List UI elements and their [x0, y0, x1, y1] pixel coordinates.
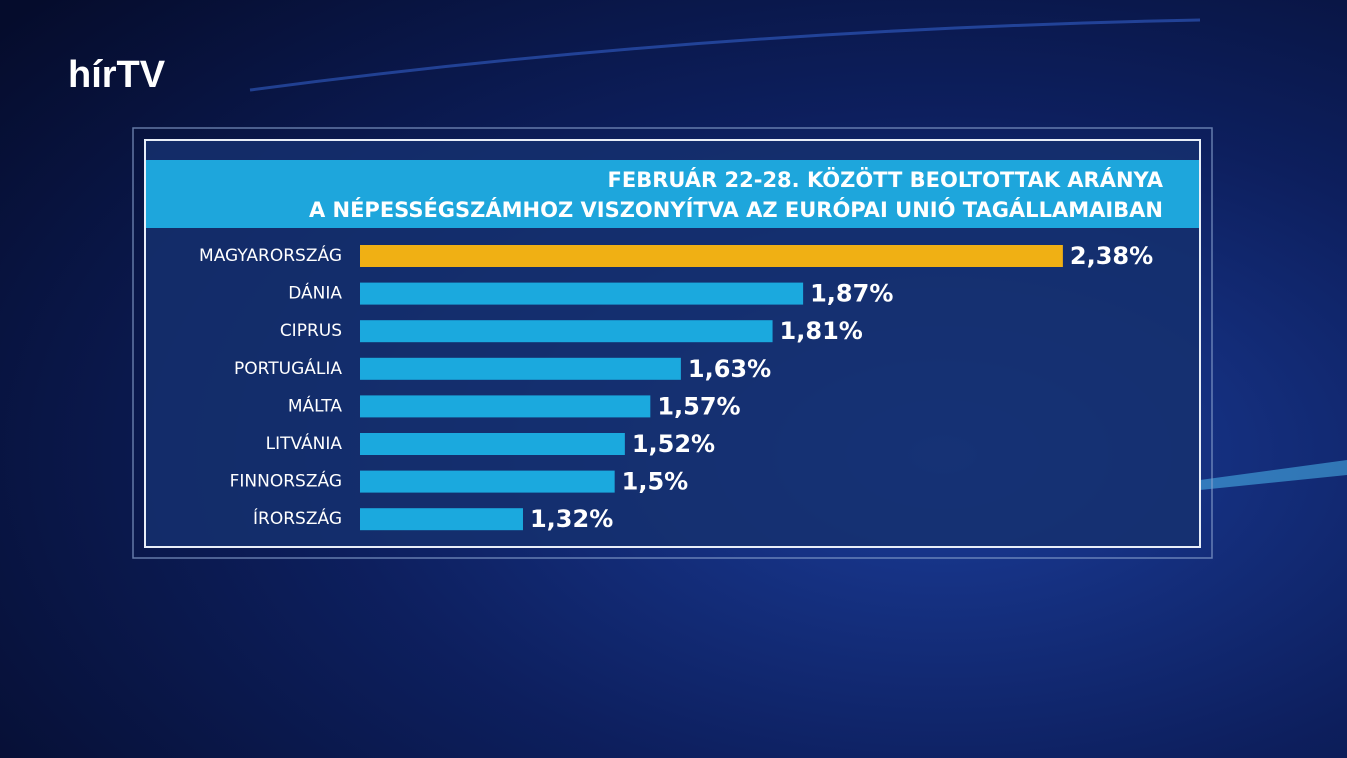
bar: [360, 282, 804, 305]
value-label: 2,38%: [1070, 242, 1153, 270]
outer-frame: [132, 127, 1213, 559]
value-label: 1,32%: [530, 505, 613, 533]
value-label: 1,52%: [632, 430, 715, 458]
value-label: 1,81%: [780, 317, 863, 345]
bar: [360, 433, 625, 455]
decor: [249, 18, 1201, 92]
bar: [360, 320, 773, 343]
bar: [360, 508, 523, 531]
chart-title: A NÉPESSÉGSZÁMHOZ VISZONYÍTVA AZ EURÓPAI…: [309, 197, 1163, 222]
category-label: FINNORSZÁG: [230, 470, 342, 492]
category-label: DÁNIA: [288, 282, 342, 304]
bar: [360, 470, 615, 493]
category-label: ÍRORSZÁG: [253, 507, 342, 529]
category-label: MAGYARORSZÁG: [199, 244, 342, 266]
title-banner: [146, 160, 1199, 228]
chart-title: FEBRUÁR 22-28. KÖZÖTT BEOLTOTTAK ARÁNYA: [608, 167, 1164, 192]
value-label: 1,5%: [622, 468, 689, 496]
value-label: 1,87%: [810, 280, 893, 308]
bar: [360, 245, 1063, 267]
bar: [360, 357, 681, 380]
decor: [1200, 460, 1347, 490]
bar: [360, 395, 651, 418]
logo: hírTV: [68, 54, 166, 96]
category-label: CIPRUS: [280, 321, 342, 341]
category-label: PORTUGÁLIA: [234, 357, 342, 379]
category-label: LITVÁNIA: [266, 432, 343, 454]
value-label: 1,57%: [657, 392, 740, 420]
value-label: 1,63%: [688, 355, 771, 383]
category-label: MÁLTA: [288, 394, 342, 416]
